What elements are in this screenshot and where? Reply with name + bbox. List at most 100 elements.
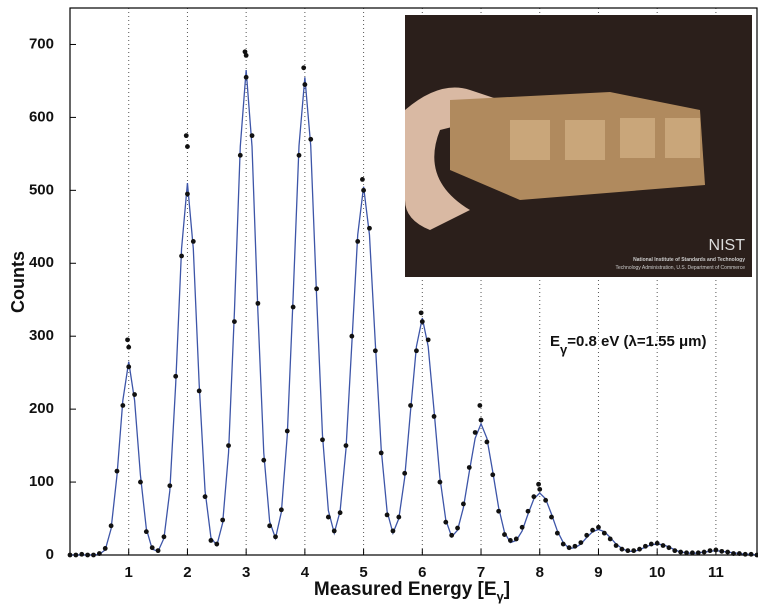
x-axis-label-end: ] [504, 579, 510, 600]
x-tick-label: 9 [594, 564, 602, 581]
data-point [484, 439, 490, 445]
data-point [731, 551, 736, 556]
data-point [378, 450, 384, 456]
data-point [331, 528, 337, 534]
data-point [337, 510, 343, 516]
data-point [449, 532, 455, 538]
data-point [543, 497, 549, 503]
data-point [414, 348, 419, 354]
data-point [185, 191, 190, 197]
data-point [637, 546, 642, 552]
data-point [126, 344, 132, 350]
data-point [396, 514, 402, 520]
y-tick-label: 700 [29, 35, 54, 52]
data-point [418, 310, 424, 316]
data-point [613, 543, 619, 548]
data-point [102, 546, 108, 551]
annotation-sub: γ [560, 342, 568, 357]
data-point [566, 545, 572, 551]
inset-photo: NIST National Institute of Standards and… [405, 15, 752, 277]
inset-logo: NIST [709, 237, 746, 254]
data-point [672, 548, 678, 554]
data-point [742, 551, 748, 557]
data-point [490, 472, 496, 478]
data-point [596, 524, 601, 530]
data-point [185, 144, 190, 149]
module [510, 120, 550, 160]
data-point [690, 550, 695, 556]
data-point [242, 49, 248, 55]
data-point [707, 548, 713, 554]
data-point [232, 319, 237, 325]
data-point [496, 508, 502, 514]
data-point [472, 430, 478, 435]
y-tick-label: 600 [29, 108, 54, 125]
data-point [243, 53, 249, 58]
data-point [372, 348, 378, 354]
data-point [302, 82, 308, 87]
data-point [390, 528, 396, 534]
data-point [267, 523, 273, 529]
data-point [425, 337, 431, 343]
data-point [725, 549, 731, 555]
data-point [466, 465, 472, 470]
data-point [419, 319, 425, 325]
data-point [361, 187, 366, 193]
x-axis-label-main: Measured Energy [E [314, 579, 497, 600]
x-tick-label: 3 [242, 564, 250, 581]
data-point [190, 238, 196, 244]
y-tick-label: 400 [29, 254, 54, 271]
data-point [255, 300, 261, 306]
data-point [243, 74, 249, 80]
data-point [643, 543, 648, 549]
data-point [554, 530, 560, 536]
inset-caption: Technology Administration, U.S. Departme… [616, 265, 746, 271]
data-point [308, 136, 314, 142]
data-point [525, 508, 531, 514]
module [665, 118, 700, 158]
data-point [167, 483, 173, 489]
x-tick-label: 2 [183, 564, 191, 581]
data-point [149, 545, 155, 551]
data-point [132, 392, 137, 397]
data-point [607, 536, 613, 542]
data-point [713, 547, 719, 553]
x-tick-label: 1 [125, 564, 133, 581]
data-point [85, 552, 91, 558]
data-point [754, 552, 758, 558]
data-point [619, 546, 625, 552]
data-point [278, 507, 284, 513]
y-tick-label: 500 [29, 181, 54, 198]
data-point [183, 133, 189, 139]
module [620, 118, 655, 158]
data-point [349, 333, 355, 339]
data-point [96, 551, 102, 556]
data-point [91, 552, 96, 558]
y-axis-label: Counts [8, 251, 28, 313]
data-point [120, 403, 126, 408]
data-point [220, 517, 226, 523]
data-point [360, 176, 365, 182]
data-point [578, 540, 584, 546]
data-point [296, 152, 302, 158]
module [565, 120, 605, 160]
data-point [79, 551, 85, 557]
data-point [179, 253, 184, 259]
x-tick-label: 11 [708, 564, 724, 581]
data-point [701, 549, 707, 555]
data-point [402, 470, 408, 476]
data-point [648, 541, 654, 547]
data-point [73, 552, 79, 558]
x-tick-label: 7 [477, 564, 485, 581]
data-point [455, 525, 460, 531]
data-point [325, 514, 331, 520]
data-point [343, 443, 349, 448]
data-point [126, 364, 132, 370]
x-tick-label: 5 [359, 564, 367, 581]
data-point [443, 519, 449, 525]
data-point [367, 225, 372, 231]
data-point [536, 481, 541, 487]
data-point [507, 538, 513, 543]
data-point [408, 403, 413, 408]
